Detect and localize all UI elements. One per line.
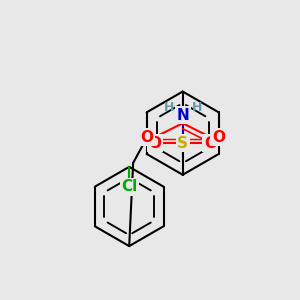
Text: O: O xyxy=(148,136,161,151)
Text: O: O xyxy=(140,130,154,145)
Text: H: H xyxy=(164,101,174,114)
Text: Cl: Cl xyxy=(121,179,137,194)
Text: O: O xyxy=(212,130,225,145)
Text: H: H xyxy=(191,101,202,114)
Text: N: N xyxy=(176,108,189,123)
Text: S: S xyxy=(177,136,188,151)
Text: O: O xyxy=(204,136,217,151)
